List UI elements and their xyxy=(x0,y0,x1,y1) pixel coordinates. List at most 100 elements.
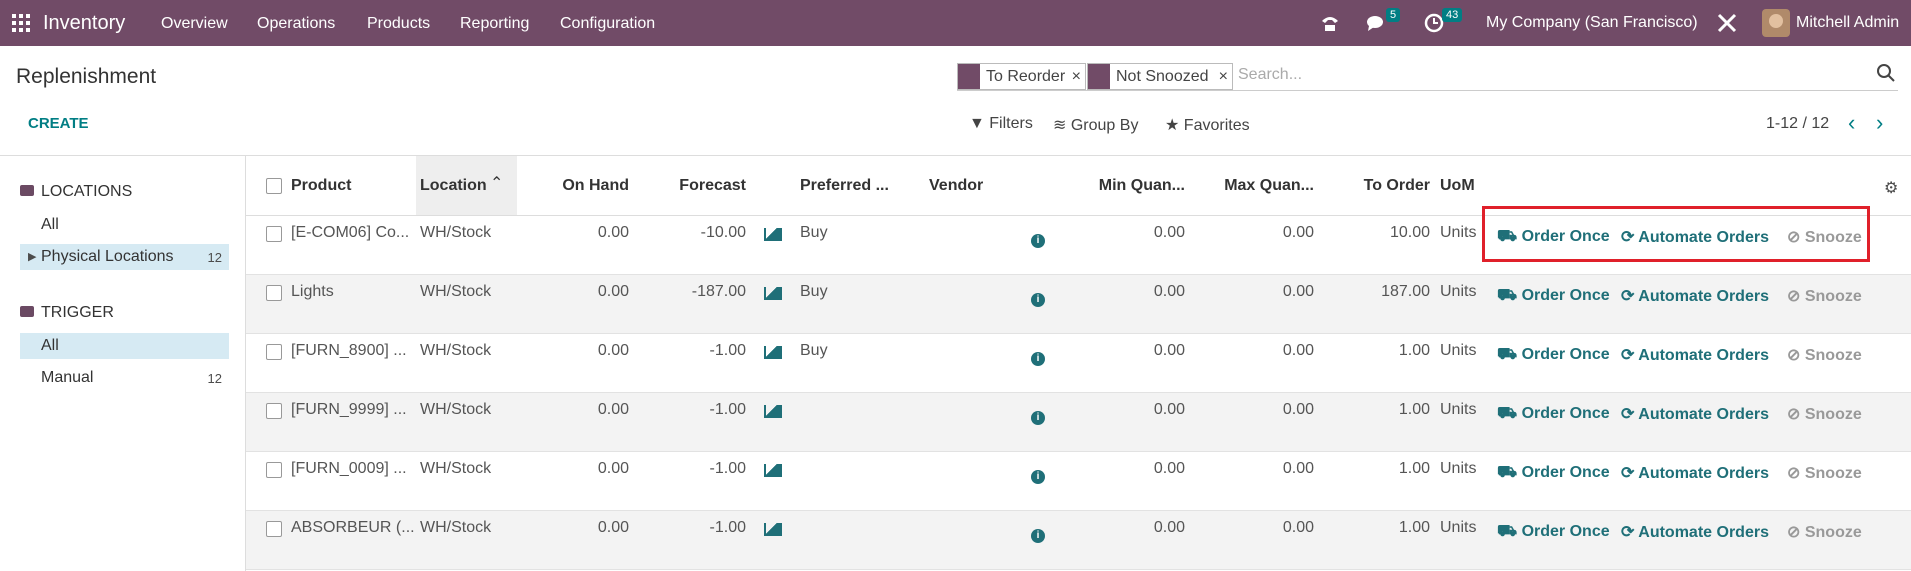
cell: 0.00 xyxy=(1153,519,1185,536)
action-button[interactable]: ⟳ Automate Orders xyxy=(1621,229,1769,246)
facet[interactable]: To Reorder × xyxy=(957,63,1086,90)
cell: 0.00 xyxy=(1282,342,1314,359)
column-header[interactable]: Location xyxy=(420,177,487,194)
action-button[interactable]: ⊘ Snooze xyxy=(1787,406,1862,423)
menu-item[interactable]: Products xyxy=(367,15,431,32)
app-name[interactable]: Inventory xyxy=(43,12,126,34)
checkbox[interactable] xyxy=(266,178,282,194)
cell: WH/Stock xyxy=(420,342,492,359)
facet[interactable]: Not Snoozed × xyxy=(1087,63,1233,90)
action-button[interactable]: ⊘ Snooze xyxy=(1787,524,1862,541)
section-title: LOCATIONS xyxy=(41,183,133,200)
action-button[interactable]: ⟳ Automate Orders xyxy=(1621,347,1769,364)
filter-item[interactable]: Manual xyxy=(41,369,94,386)
forecast-graph[interactable] xyxy=(764,287,782,300)
pager-next[interactable]: › xyxy=(1876,110,1884,135)
avatar[interactable] xyxy=(1762,9,1790,37)
info-icon[interactable]: i xyxy=(1031,352,1045,366)
filter-item[interactable]: All xyxy=(41,337,59,354)
checkbox[interactable] xyxy=(266,344,282,360)
cell: -1.00 xyxy=(709,519,746,536)
action-button[interactable]: ⟳ Automate Orders xyxy=(1621,288,1769,305)
forecast-graph[interactable] xyxy=(764,523,782,536)
phone-icon[interactable] xyxy=(1320,13,1340,33)
column-header[interactable]: Min Quan... xyxy=(1098,177,1185,194)
cell: 0.00 xyxy=(1153,283,1185,300)
search-icon[interactable] xyxy=(1876,63,1896,83)
menu-item[interactable]: Reporting xyxy=(460,15,530,32)
action-button[interactable]: ⊘ Snooze xyxy=(1787,465,1862,482)
column-header[interactable]: To Order xyxy=(1363,177,1430,194)
cell: 1.00 xyxy=(1398,460,1430,477)
column-header[interactable]: Max Quan... xyxy=(1224,177,1314,194)
action-button[interactable]: ⛟ Order Once xyxy=(1497,405,1610,422)
filter-item[interactable]: Physical Locations xyxy=(41,248,174,265)
create-button[interactable]: CREATE xyxy=(28,115,89,132)
cell: [FURN_8900] ... xyxy=(291,342,407,359)
cell: 0.00 xyxy=(1282,460,1314,477)
action-button[interactable]: ⛟ Order Once xyxy=(1497,228,1610,245)
checkbox[interactable] xyxy=(266,285,282,301)
action-button[interactable]: ⊘ Snooze xyxy=(1787,229,1862,246)
action-button[interactable]: ⛟ Order Once xyxy=(1497,346,1610,363)
column-header[interactable]: On Hand xyxy=(562,177,629,194)
navbar: Inventory 5 43 My Company (San Francisco… xyxy=(0,0,1911,46)
menu-item[interactable]: Overview xyxy=(161,15,228,32)
column-header[interactable]: Preferred ... xyxy=(800,177,889,194)
tools-icon[interactable] xyxy=(1716,12,1738,34)
action-button[interactable]: ⟳ Automate Orders xyxy=(1621,465,1769,482)
checkbox[interactable] xyxy=(266,521,282,537)
search-input[interactable]: Search... xyxy=(1238,66,1303,83)
action-button[interactable]: ⛟ Order Once xyxy=(1497,287,1610,304)
cell: 0.00 xyxy=(1282,224,1314,241)
chat-icon[interactable] xyxy=(1366,13,1388,33)
action-button[interactable]: ⛟ Order Once xyxy=(1497,523,1610,540)
activity-icon[interactable] xyxy=(1424,13,1444,33)
pager-prev[interactable]: ‹ xyxy=(1848,110,1856,135)
checkbox[interactable] xyxy=(266,226,282,242)
forecast-graph[interactable] xyxy=(764,346,782,359)
caret: ▶ xyxy=(28,251,37,263)
forecast-graph[interactable] xyxy=(764,228,782,241)
column-header[interactable]: Forecast xyxy=(679,177,746,194)
menu-item[interactable]: Configuration xyxy=(560,15,656,32)
filters-button[interactable]: ▼ Filters xyxy=(969,115,1033,132)
info-icon[interactable]: i xyxy=(1031,293,1045,307)
cell: WH/Stock xyxy=(420,460,492,477)
cell: Units xyxy=(1440,460,1477,477)
checkbox[interactable] xyxy=(266,403,282,419)
sort-arrow: ⌃ xyxy=(490,175,504,192)
group-by-button[interactable]: ≋ Group By xyxy=(1053,117,1139,134)
column-header[interactable]: UoM xyxy=(1440,177,1475,194)
column-header[interactable]: Product xyxy=(291,177,352,194)
action-button[interactable]: ⛟ Order Once xyxy=(1497,464,1610,481)
info-icon[interactable]: i xyxy=(1031,470,1045,484)
info-icon[interactable]: i xyxy=(1031,234,1045,248)
filter-item[interactable]: All xyxy=(41,216,59,233)
checkbox[interactable] xyxy=(266,462,282,478)
favorites-button[interactable]: ★ Favorites xyxy=(1165,117,1250,134)
forecast-graph[interactable] xyxy=(764,464,782,477)
action-button[interactable]: ⊘ Snooze xyxy=(1787,288,1862,305)
section-title: TRIGGER xyxy=(41,304,114,321)
facet-label: To Reorder xyxy=(986,68,1066,85)
apps-icon[interactable] xyxy=(12,14,30,32)
action-label: Order Once xyxy=(1521,405,1610,422)
action-label: Snooze xyxy=(1804,465,1862,482)
user-menu[interactable]: Mitchell Admin xyxy=(1796,14,1900,31)
action-button[interactable]: ⟳ Automate Orders xyxy=(1621,524,1769,541)
folder-icon xyxy=(20,306,34,317)
forecast-graph[interactable] xyxy=(764,405,782,418)
action-button[interactable]: ⟳ Automate Orders xyxy=(1621,406,1769,423)
action-label: Automate Orders xyxy=(1638,229,1769,246)
optional-columns[interactable]: ⚙ xyxy=(1884,180,1899,197)
cell: Units xyxy=(1440,401,1477,418)
cell: WH/Stock xyxy=(420,283,492,300)
column-header[interactable]: Vendor xyxy=(929,177,984,194)
action-button[interactable]: ⊘ Snooze xyxy=(1787,347,1862,364)
company-switcher[interactable]: My Company (San Francisco) xyxy=(1486,14,1698,31)
menu-item[interactable]: Operations xyxy=(257,15,336,32)
info-icon[interactable]: i xyxy=(1031,411,1045,425)
info-icon[interactable]: i xyxy=(1031,529,1045,543)
cell: -10.00 xyxy=(700,224,746,241)
